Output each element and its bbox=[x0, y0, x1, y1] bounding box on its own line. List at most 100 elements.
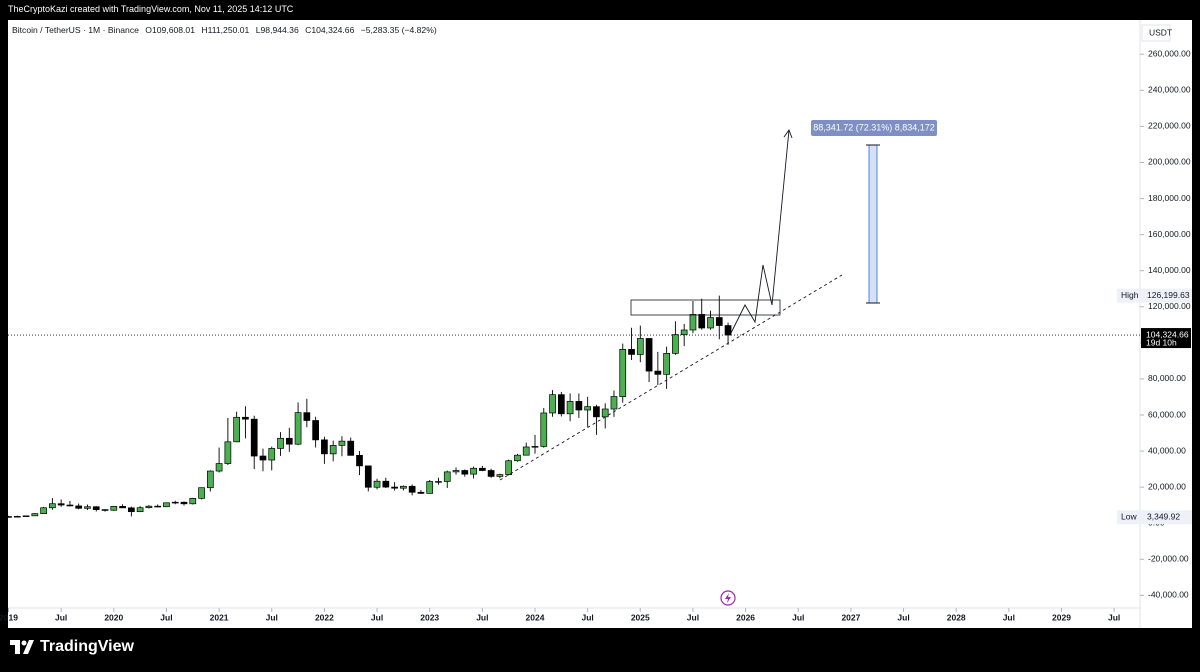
low-name: Low bbox=[1121, 511, 1137, 521]
x-tick-label: 2025 bbox=[631, 612, 650, 622]
candle-body bbox=[338, 440, 346, 446]
x-tick-label: Jul bbox=[55, 612, 67, 622]
candle-body bbox=[75, 505, 83, 509]
candle-body bbox=[215, 463, 223, 472]
y-tick-label: 40,000.00 bbox=[1148, 445, 1186, 455]
brand-name: TradingView bbox=[40, 638, 134, 655]
event-icon[interactable] bbox=[720, 590, 736, 606]
x-tick-label: Jul bbox=[687, 612, 699, 622]
candle-body bbox=[724, 325, 732, 336]
arrow-head bbox=[783, 129, 793, 139]
candle-body bbox=[645, 338, 653, 372]
candle-body bbox=[689, 314, 697, 331]
currency-box bbox=[1141, 24, 1171, 42]
x-tick-label: 2019 bbox=[0, 612, 18, 622]
candle-body bbox=[224, 441, 232, 464]
candle-body bbox=[163, 502, 170, 508]
brand[interactable]: TradingView bbox=[10, 638, 134, 656]
candle-body bbox=[110, 506, 118, 511]
x-tick-label: Jul bbox=[1108, 612, 1120, 622]
y-tick-label: 260,000.00 bbox=[1148, 49, 1191, 59]
candle-body bbox=[347, 440, 355, 456]
candle-body bbox=[92, 506, 100, 510]
candle-body bbox=[13, 516, 21, 518]
low-badge bbox=[1117, 510, 1192, 525]
candle-body bbox=[373, 480, 381, 488]
candle-body bbox=[145, 505, 153, 509]
y-tick-label: 120,000.00 bbox=[1148, 301, 1191, 311]
x-tick-label: Jul bbox=[371, 612, 383, 622]
y-tick-label: 160,000.00 bbox=[1148, 229, 1191, 239]
range-box bbox=[630, 299, 781, 316]
candle-body bbox=[329, 445, 337, 455]
candle-body bbox=[557, 394, 565, 415]
candle-body bbox=[663, 353, 670, 375]
candle-body bbox=[189, 498, 197, 505]
currency: USDT bbox=[1149, 27, 1172, 37]
candle-body bbox=[443, 471, 451, 482]
high-label: 126,199.63 bbox=[1147, 290, 1190, 300]
last-price-badge bbox=[1141, 328, 1191, 349]
projection-path bbox=[730, 129, 790, 334]
candle-body bbox=[522, 446, 530, 456]
candle-body bbox=[356, 455, 363, 467]
annotation: 88,341.72 (72.31%) 8,834,172 bbox=[813, 122, 935, 132]
measure-bar bbox=[868, 144, 878, 304]
candle-body bbox=[31, 513, 39, 517]
candle-body bbox=[505, 460, 513, 475]
last-price-label: 104,324.66 bbox=[1146, 329, 1189, 339]
legend-high: H111,250.01 bbox=[201, 25, 250, 35]
drawings: 88,341.72 (72.31%) 8,834,172 bbox=[499, 120, 937, 606]
candle-body bbox=[119, 506, 126, 509]
candle-body bbox=[408, 485, 416, 493]
candle-body bbox=[636, 338, 644, 355]
candle-body bbox=[584, 406, 592, 411]
candle-body bbox=[128, 507, 135, 513]
candle-body bbox=[479, 467, 486, 471]
candle-body bbox=[400, 485, 407, 489]
candle-body bbox=[57, 503, 65, 506]
candle-body bbox=[619, 348, 627, 397]
header: TheCryptoKazi created with TradingView.c… bbox=[8, 4, 294, 14]
candle-body bbox=[285, 437, 293, 445]
legend-change: −5,283.35 (−4.82%) bbox=[360, 25, 437, 35]
candle-body bbox=[49, 503, 56, 509]
y-tick-label: 80,000.00 bbox=[1148, 373, 1186, 383]
candle-body bbox=[566, 401, 574, 415]
candle-body bbox=[487, 470, 495, 477]
y-tick-label: 240,000.00 bbox=[1148, 85, 1191, 95]
y-tick-label: 20,000.00 bbox=[1148, 481, 1186, 491]
axes: -40,000.00-20,000.000.0020,000.0040,000.… bbox=[0, 49, 1192, 622]
candle-body bbox=[382, 480, 390, 488]
candle-body bbox=[514, 454, 521, 462]
candle-body bbox=[22, 515, 30, 517]
high-name: High bbox=[1121, 290, 1139, 300]
candle-body bbox=[250, 418, 258, 457]
low-label: 3,349.92 bbox=[1147, 511, 1180, 521]
x-tick-label: 2020 bbox=[104, 612, 123, 622]
candle-body bbox=[540, 412, 548, 447]
y-tick-label: 220,000.00 bbox=[1148, 121, 1191, 131]
legend-low: L98,944.36 bbox=[255, 25, 299, 35]
y-tick-label: 180,000.00 bbox=[1148, 193, 1191, 203]
candle-body bbox=[277, 437, 284, 449]
trend-line bbox=[499, 274, 843, 481]
candle-body bbox=[154, 505, 162, 508]
y-tick-label: 60,000.00 bbox=[1148, 409, 1186, 419]
y-tick-label: 200,000.00 bbox=[1148, 157, 1191, 167]
candle-body bbox=[461, 470, 469, 475]
chart-background bbox=[8, 20, 1192, 628]
candle-body bbox=[259, 455, 267, 461]
candle-body bbox=[654, 370, 662, 375]
candle-body bbox=[672, 334, 679, 354]
candle-body bbox=[601, 408, 609, 418]
annotation-badge bbox=[811, 120, 937, 136]
x-tick-label: 2022 bbox=[315, 612, 334, 622]
x-tick-label: 2029 bbox=[1052, 612, 1071, 622]
x-tick-label: 2023 bbox=[420, 612, 439, 622]
x-tick-label: Jul bbox=[476, 612, 488, 622]
x-tick-label: Jul bbox=[160, 612, 172, 622]
x-tick-label: 2026 bbox=[736, 612, 755, 622]
candle-body bbox=[452, 470, 460, 473]
candle-body bbox=[680, 329, 688, 335]
